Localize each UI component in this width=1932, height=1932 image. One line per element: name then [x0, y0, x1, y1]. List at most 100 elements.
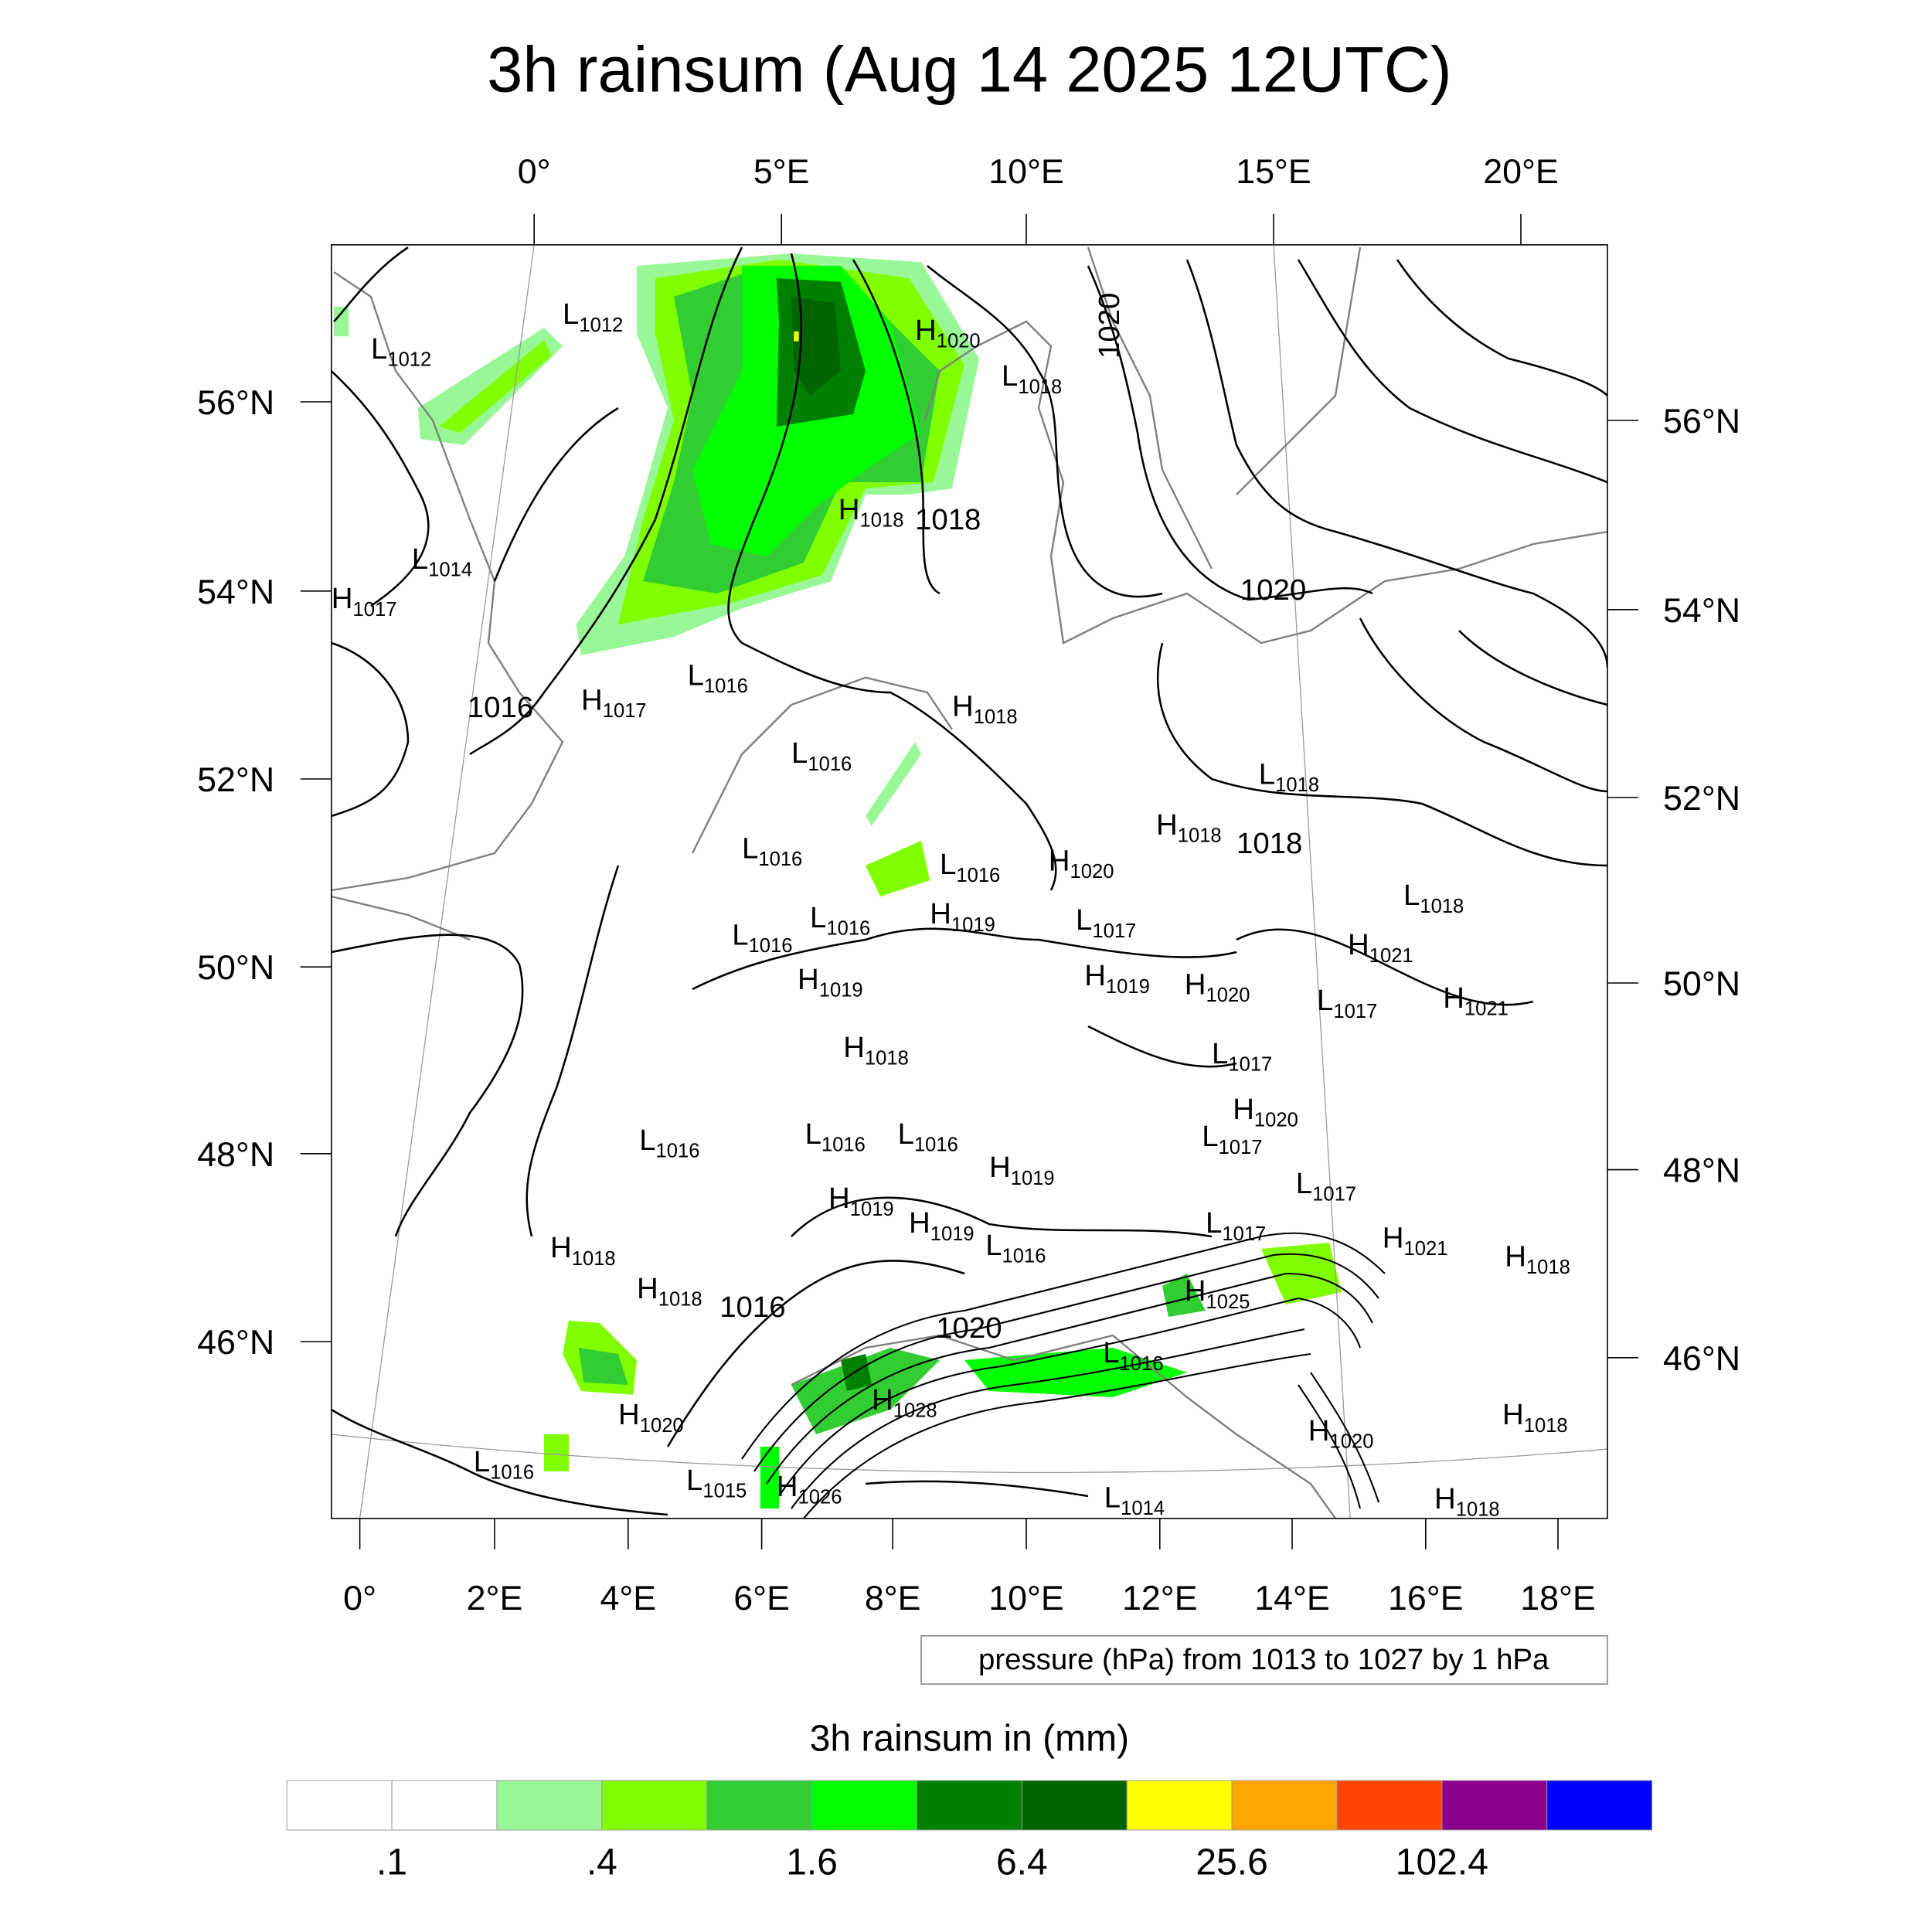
low-pressure-label: L1012	[371, 332, 431, 371]
colorbar: 3h rainsum in (mm) .1 .4 1.6 6.4 25.6 102.4	[286, 1719, 1653, 1883]
bottom-lon-label: 10°E	[988, 1579, 1064, 1617]
left-lat-label: 52°N	[197, 760, 274, 799]
high-pressure-label: H1019	[798, 963, 863, 1002]
high-pressure-label: H1021	[1383, 1221, 1448, 1260]
bottom-lon-label: 4°E	[600, 1579, 656, 1617]
low-pressure-label: L1017	[1317, 984, 1377, 1022]
colorbar-box	[286, 1780, 393, 1831]
colorbar-box	[916, 1780, 1022, 1831]
top-lon-label: 5°E	[753, 152, 810, 191]
colorbar-box	[1126, 1780, 1233, 1831]
high-pressure-label: H1020	[1049, 844, 1114, 883]
colorbar-box	[1441, 1780, 1548, 1831]
colorbar-label: .4	[587, 1842, 617, 1883]
rain-field	[334, 253, 1342, 1509]
low-pressure-label: L1016	[639, 1124, 699, 1162]
high-pressure-label: H1017	[581, 683, 647, 722]
high-pressure-label: H1020	[1233, 1093, 1298, 1131]
low-pressure-label: L1016	[1103, 1336, 1163, 1375]
high-pressure-label: H1028	[872, 1383, 937, 1422]
bottom-lon-label: 6°E	[733, 1579, 790, 1617]
colorbar-box	[496, 1780, 603, 1831]
low-pressure-label: L1014	[412, 543, 472, 581]
colorbar-label: 102.4	[1396, 1842, 1488, 1883]
top-lon-label: 0°	[518, 152, 551, 191]
right-lat-label: 52°N	[1663, 779, 1740, 818]
colorbar-label: 25.6	[1196, 1842, 1267, 1883]
high-pressure-label: H1021	[1348, 928, 1413, 967]
high-pressure-label: H1018	[1156, 808, 1222, 847]
bottom-lon-label: 2°E	[467, 1579, 523, 1617]
high-pressure-label: H1018	[1434, 1482, 1500, 1521]
right-lat-label: 46°N	[1663, 1339, 1740, 1378]
pressure-center-labels: L1012 L1012 H1020 L1018 H1018 1018 L1014 H1017 1…	[332, 293, 1570, 1521]
colorbar-label: 6.4	[996, 1842, 1048, 1883]
high-pressure-label: H1019	[989, 1151, 1055, 1189]
isobar-value-label: 1020	[936, 1311, 1002, 1345]
graticule	[331, 244, 1607, 1519]
high-pressure-label: H1018	[1502, 1398, 1568, 1437]
high-pressure-label: H1018	[838, 493, 904, 532]
left-lat-label: 56°N	[197, 383, 274, 422]
contour-info-box: pressure (hPa) from 1013 to 1027 by 1 hP…	[920, 1635, 1608, 1685]
high-pressure-label: H1020	[1185, 968, 1250, 1006]
colorbar-box	[706, 1780, 813, 1831]
low-pressure-label: L1016	[898, 1117, 958, 1156]
isobar-value-label: 1016	[468, 691, 533, 724]
left-lat-axis: 56°N 54°N 52°N 50°N 48°N 46°N	[197, 383, 332, 1362]
low-pressure-label: L1017	[1076, 903, 1136, 942]
bottom-lon-label: 12°E	[1122, 1579, 1198, 1617]
left-lat-label: 50°N	[197, 948, 274, 987]
top-lon-label: 15°E	[1236, 152, 1311, 191]
low-pressure-label: L1016	[985, 1229, 1046, 1267]
bottom-lon-label: 16°E	[1388, 1579, 1464, 1617]
low-pressure-label: L1015	[686, 1464, 747, 1502]
low-pressure-label: L1017	[1202, 1120, 1262, 1158]
isobar-value-label: 1018	[1236, 827, 1302, 860]
high-pressure-label: H1017	[332, 582, 397, 621]
low-pressure-label: L1018	[1403, 879, 1464, 917]
low-pressure-label: L1016	[688, 658, 748, 697]
low-pressure-label: L1017	[1212, 1037, 1272, 1076]
low-pressure-label: L1018	[1259, 757, 1319, 796]
colorbar-label: .1	[376, 1842, 407, 1883]
low-pressure-label: L1016	[791, 736, 852, 775]
high-pressure-label: H1018	[550, 1231, 616, 1270]
right-lat-label: 50°N	[1663, 964, 1740, 1003]
right-lat-label: 48°N	[1663, 1151, 1740, 1190]
left-lat-label: 54°N	[197, 573, 274, 611]
low-pressure-label: L1016	[810, 901, 870, 940]
high-pressure-label: H1019	[828, 1182, 894, 1220]
low-pressure-label: L1016	[940, 848, 1000, 886]
colorbar-label: 1.6	[786, 1842, 838, 1883]
low-pressure-label: L1012	[563, 298, 623, 336]
low-pressure-label: L1017	[1296, 1167, 1356, 1206]
low-pressure-label: L1016	[732, 918, 792, 957]
colorbar-box	[391, 1780, 498, 1831]
colorbar-box	[1231, 1780, 1338, 1831]
low-pressure-label: L1016	[742, 832, 802, 870]
colorbar-title: 3h rainsum in (mm)	[810, 1719, 1129, 1760]
high-pressure-label: H1025	[1185, 1274, 1250, 1313]
isobar-value-label: 1018	[915, 503, 981, 536]
low-pressure-label: L1017	[1206, 1206, 1266, 1245]
bottom-lon-label: 0°	[343, 1579, 376, 1617]
low-pressure-label: L1018	[1002, 359, 1062, 398]
top-lon-label: 20°E	[1483, 152, 1559, 191]
bottom-lon-axis: 0° 2°E 4°E 6°E 8°E 10°E 12°E 14°E 16°E 1…	[343, 1518, 1596, 1617]
top-lon-label: 10°E	[988, 152, 1064, 191]
map-area[interactable]: L1012 L1012 H1020 L1018 H1018 1018 L1014 H1017 1…	[331, 244, 1607, 1521]
map-frame	[331, 244, 1608, 1519]
bottom-lon-label: 18°E	[1520, 1579, 1596, 1617]
contour-info-text: pressure (hPa) from 1013 to 1027 by 1 hP…	[978, 1643, 1549, 1676]
high-pressure-label: H1018	[637, 1272, 702, 1311]
right-lat-label: 56°N	[1663, 402, 1740, 440]
high-pressure-label: H1018	[952, 689, 1018, 728]
high-pressure-label: H1018	[1505, 1240, 1570, 1278]
isobars	[331, 246, 1607, 1516]
low-pressure-label: L1016	[474, 1445, 534, 1484]
colorbar-box	[1546, 1780, 1653, 1831]
coastlines	[331, 247, 1607, 1519]
high-pressure-label: H1020	[618, 1398, 684, 1437]
high-pressure-label: H1019	[1084, 959, 1150, 998]
